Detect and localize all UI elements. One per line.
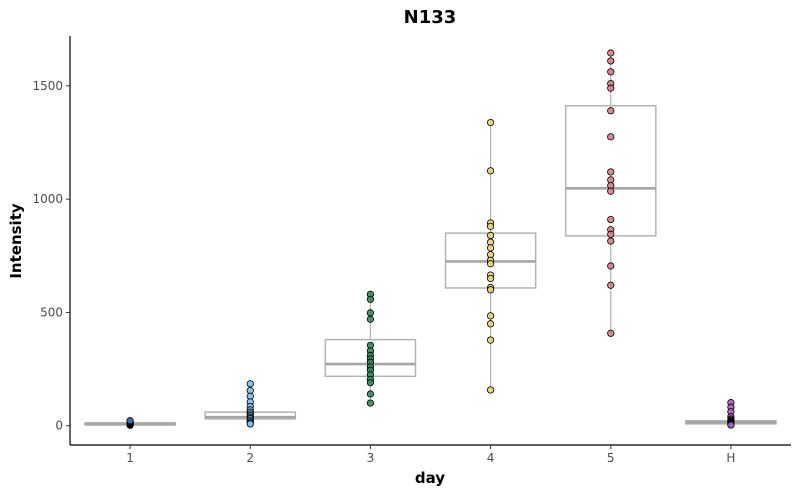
data-point-4-14 [486,312,495,320]
data-point-5-6 [607,133,615,141]
data-point-4-1 [486,167,495,175]
data-point-5-0 [607,49,615,57]
data-point-5-5 [607,107,615,115]
y-tick-label-500: 500 [40,305,63,319]
data-point-5-2 [607,68,615,76]
data-point-3-1 [366,295,375,303]
data-point-2-14 [246,420,254,428]
x-tick-label-2: 2 [246,451,254,465]
y-axis-title: Intensity [7,203,25,279]
data-point-5-16 [607,281,615,289]
data-point-4-15 [486,320,495,328]
data-point-3-3 [366,315,375,323]
data-point-2-0 [246,380,254,388]
data-point-5-13 [607,230,615,238]
data-point-5-7 [607,168,615,176]
data-point-3-14 [366,390,375,398]
data-point-4-17 [486,386,495,394]
data-point-4-9 [486,260,495,268]
x-axis-title: day [415,469,445,487]
data-point-5-4 [607,84,615,92]
y-tick-label-1000: 1000 [32,192,63,206]
data-point-3-15 [366,399,375,407]
data-point-1-14 [126,417,134,425]
data-point-4-6 [486,244,495,252]
data-point-5-11 [607,215,615,224]
data-point-4-16 [486,336,495,344]
data-point-5-15 [607,262,615,270]
data-point-3-2 [366,309,375,317]
data-point-5-14 [607,237,615,245]
x-tick-label-4: 4 [487,451,495,465]
data-point-4-0 [486,118,495,127]
x-tick-label-1: 1 [126,451,134,465]
chart-title: N133 [404,7,457,28]
data-point-5-10 [607,187,615,195]
data-point-H-12 [727,421,735,429]
plot-area: 0 500 1000 1500 1 2 3 4 5 H [32,36,791,465]
data-point-4-3 [486,222,495,230]
data-point-4-4 [486,231,495,240]
data-point-5-1 [607,57,615,65]
data-point-5-17 [607,329,615,337]
x-tick-label-H: H [726,451,735,465]
data-point-4-13 [486,286,495,294]
data-point-4-11 [486,274,495,283]
y-tick-label-0: 0 [55,419,63,433]
x-tick-label-3: 3 [367,451,375,465]
y-tick-label-1500: 1500 [32,79,63,93]
x-tick-label-5: 5 [607,451,615,465]
data-point-3-13 [366,379,375,387]
